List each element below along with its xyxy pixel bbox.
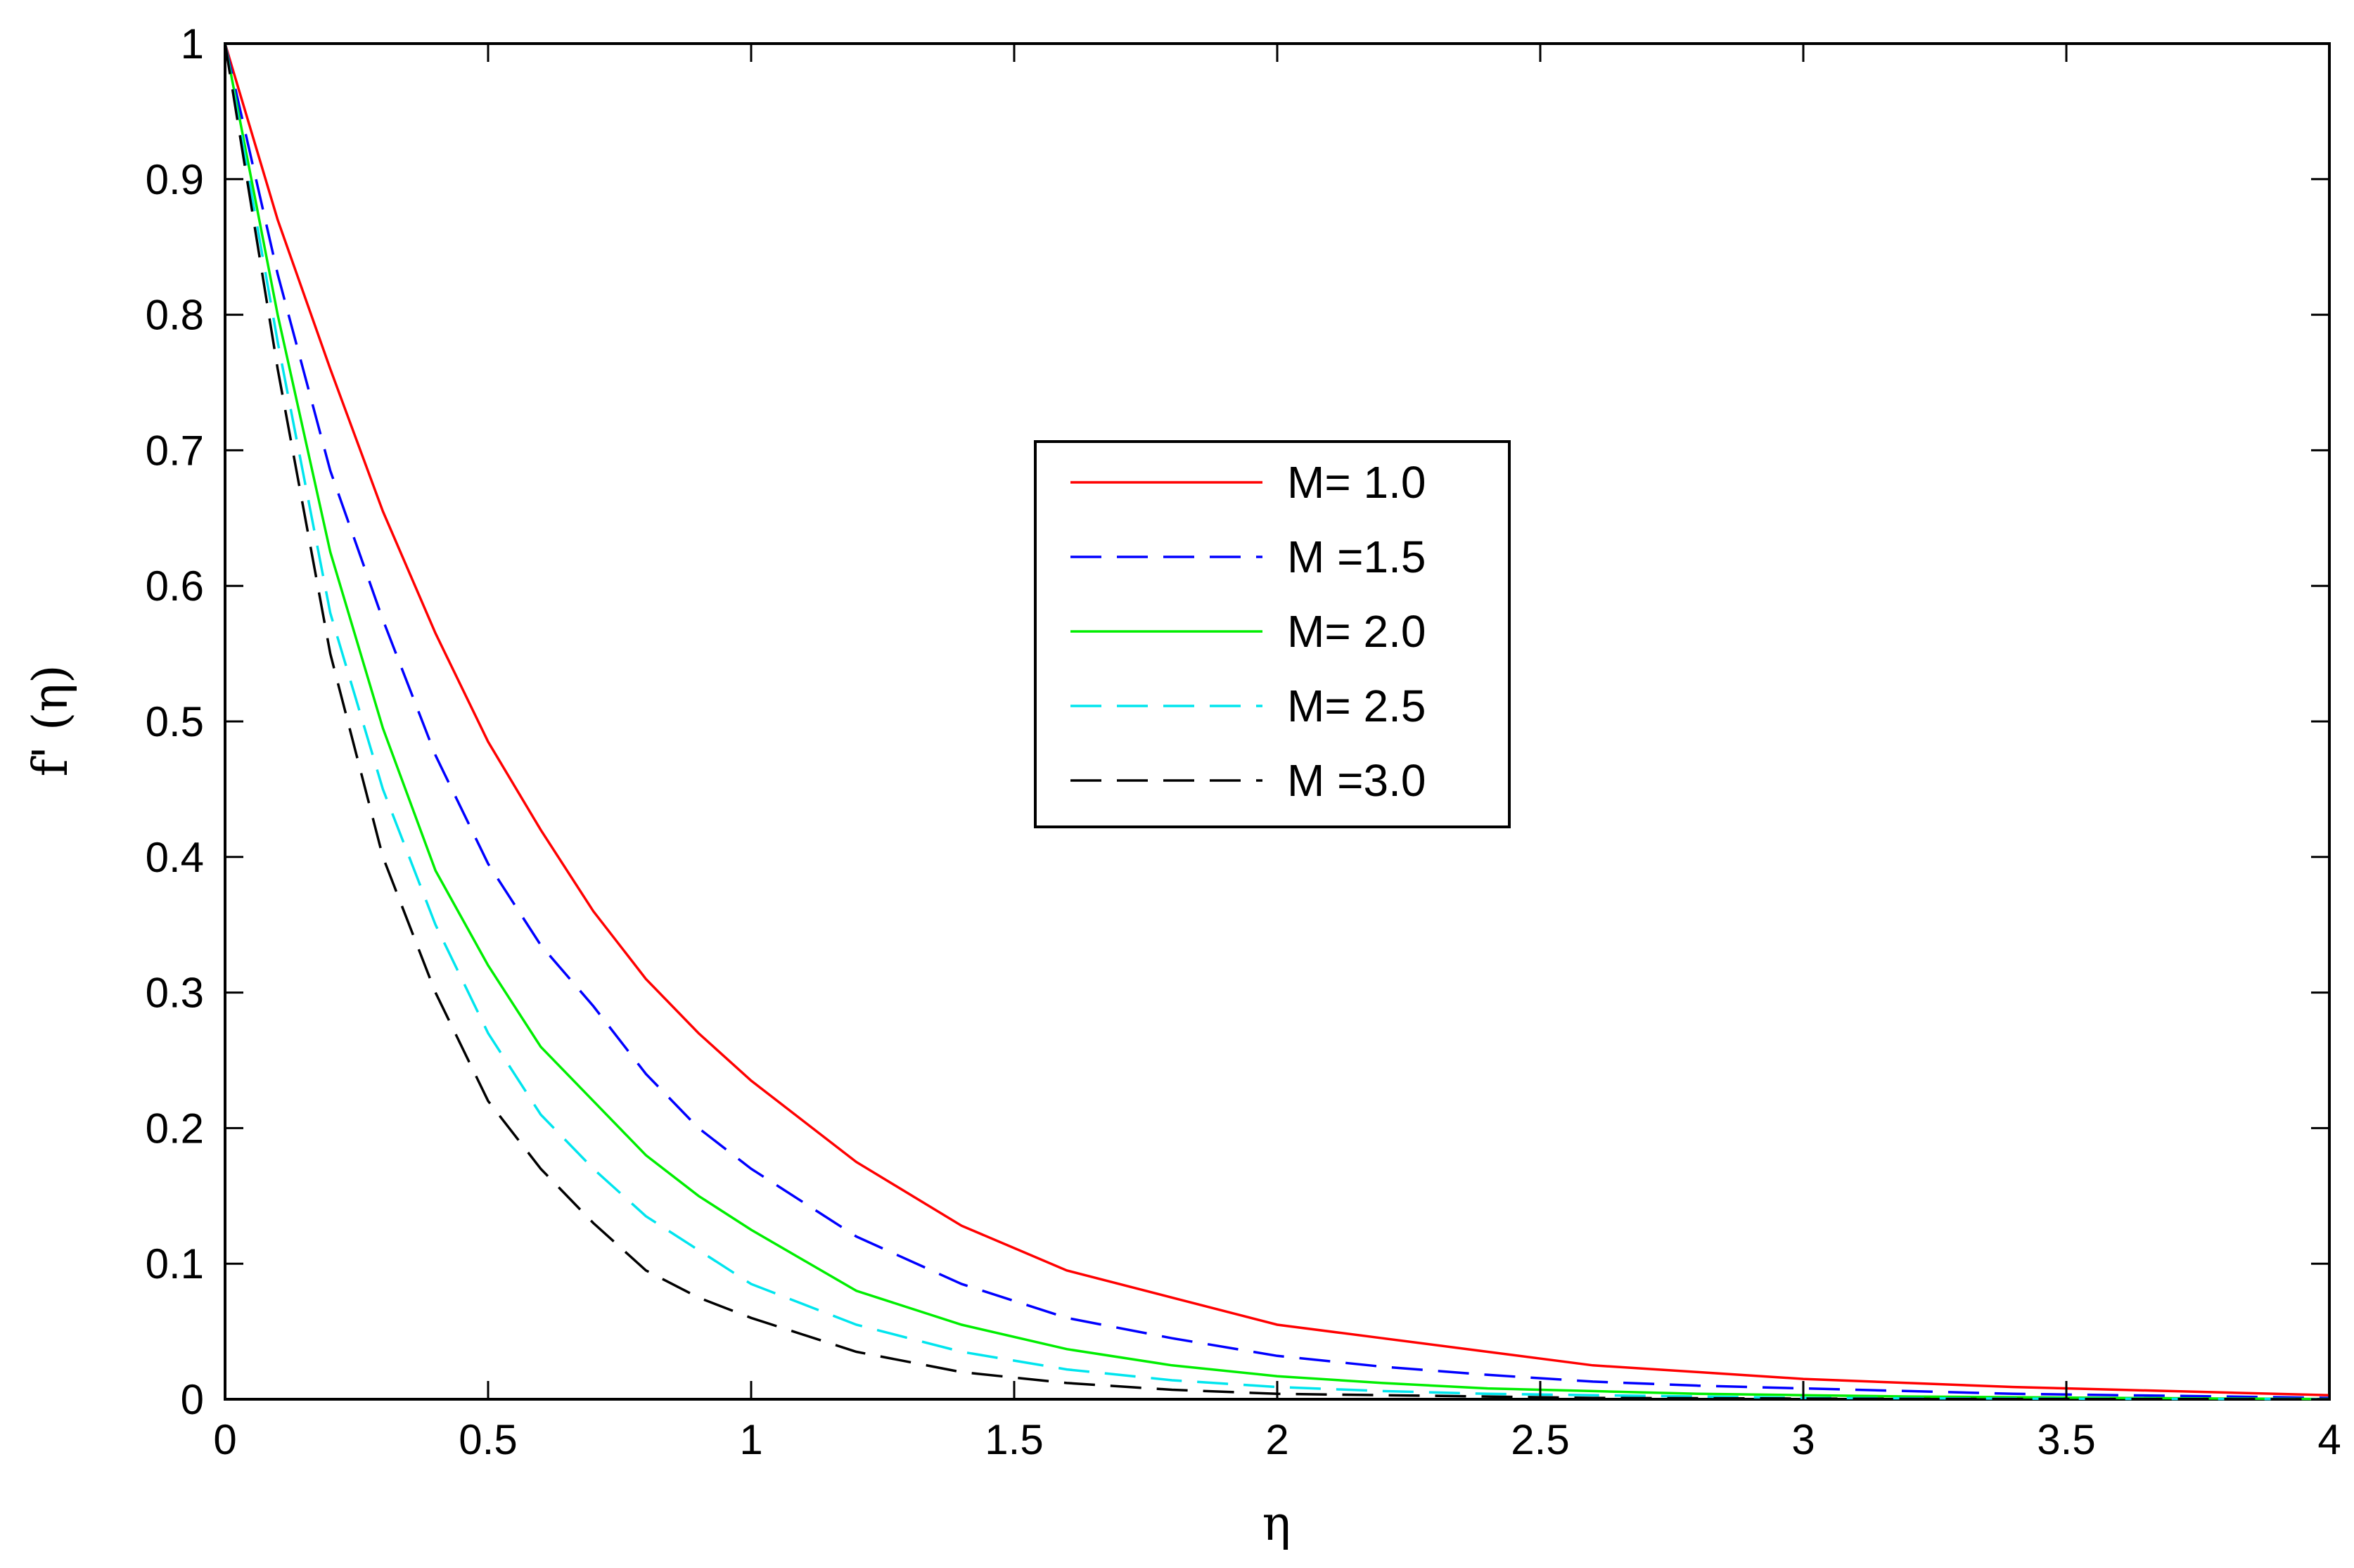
legend-box [1034,440,1511,828]
x-tick-label: 2 [1265,1416,1288,1463]
y-tick-label: 0.9 [146,156,204,203]
series-line-5 [224,43,2330,1401]
y-axis-title: f' (η) [23,664,79,776]
y-tick-label: 0.4 [146,834,204,881]
y-tick-label: 0.1 [146,1240,204,1287]
x-tick-label: 1.5 [985,1416,1043,1463]
x-tick-label: 0.5 [459,1416,517,1463]
legend-label-5: M =3.0 [1287,755,1426,806]
y-tick-label: 0 [181,1376,204,1423]
y-tick-label: 0.8 [146,292,204,339]
legend: M= 1.0 M =1.5 M= 2.0 M= 2.5 M =3.0 [1034,440,1511,828]
series-line-2 [224,43,2330,1399]
x-tick-label: 0 [213,1416,236,1463]
series-line-4 [224,43,2330,1401]
y-tick-label: 0.3 [146,970,204,1017]
series-line-1 [224,43,2330,1396]
y-tick-label: 0.7 [146,427,204,474]
series-layer [224,43,2330,1401]
x-tick-label: 3 [1791,1416,1815,1463]
series-line-3 [224,43,2330,1401]
legend-label-4: M= 2.5 [1287,681,1426,731]
legend-label-2: M =1.5 [1287,532,1426,582]
x-tick-label: 2.5 [1511,1416,1569,1463]
x-tick-label: 4 [2317,1416,2341,1463]
x-tick-label: 1 [739,1416,762,1463]
y-tick-label: 0.5 [146,698,204,745]
y-tick-label: 0.6 [146,563,204,610]
y-tick-label: 1 [181,20,204,68]
x-axis-title: η [1262,1496,1291,1552]
y-tick-label: 0.2 [146,1105,204,1152]
x-tick-label: 3.5 [2037,1416,2095,1463]
legend-label-3: M= 2.0 [1287,606,1426,657]
legend-label-1: M= 1.0 [1287,457,1426,508]
ticks-layer: 0 0.5 1 1.5 2 2.5 3 3.5 4 0 0.1 0.2 0.3 0.4 0.5 0.6 0.7 0… [146,20,2341,1463]
